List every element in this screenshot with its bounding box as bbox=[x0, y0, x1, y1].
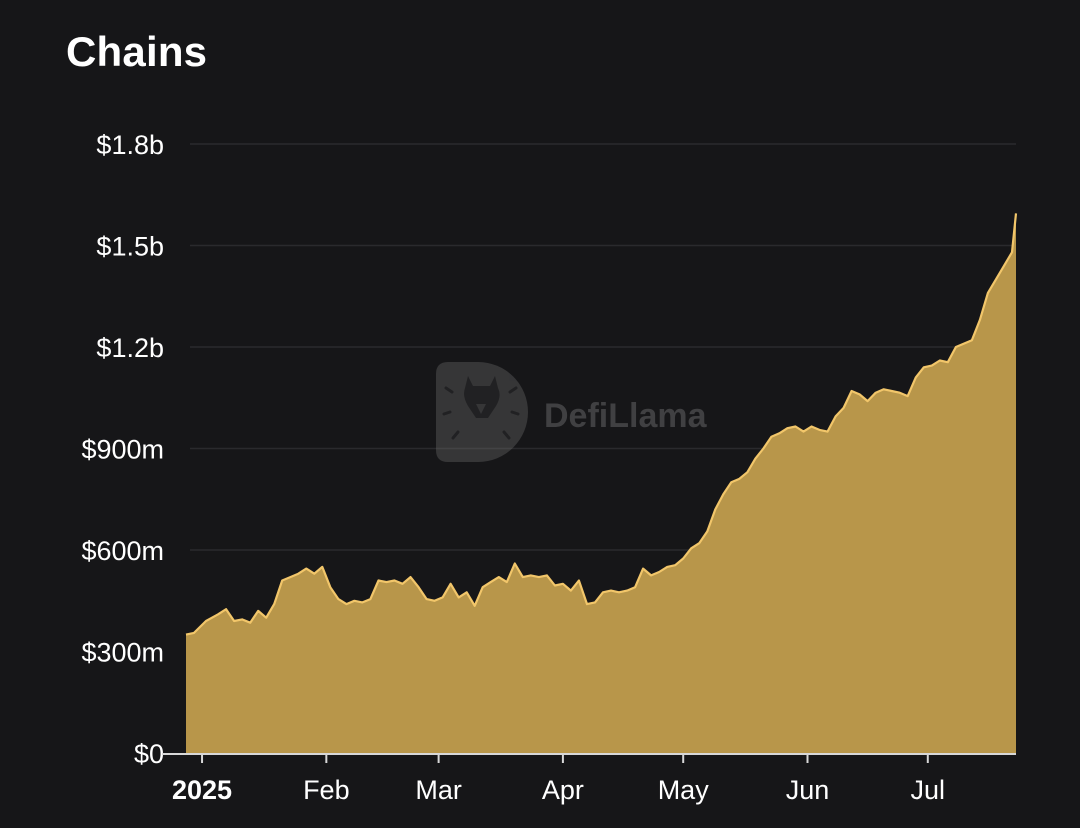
defillama-watermark: DefiLlama bbox=[436, 362, 708, 462]
x-tick-label-1: Feb bbox=[303, 775, 350, 805]
y-axis: $0 $300m $600m $900m $1.2b $1.5b $1.8b bbox=[81, 130, 164, 769]
x-tick-label-6: Jul bbox=[911, 775, 946, 805]
x-tick-label-4: May bbox=[658, 775, 710, 805]
y-tick-label-3: $900m bbox=[81, 435, 164, 465]
chart-title: Chains bbox=[66, 28, 208, 75]
x-axis: 2025 Feb Mar Apr May Jun Jul bbox=[162, 753, 1016, 805]
y-tick-label-6: $1.8b bbox=[96, 130, 164, 160]
x-tick-label-2: Mar bbox=[415, 775, 462, 805]
series-line bbox=[185, 213, 1018, 636]
series-area bbox=[185, 213, 1018, 753]
y-tick-label-0: $0 bbox=[134, 739, 164, 769]
y-tick-label-2: $600m bbox=[81, 536, 164, 566]
y-tick-label-1: $300m bbox=[81, 638, 164, 668]
series-area-fill bbox=[186, 213, 1016, 753]
watermark-text: DefiLlama bbox=[544, 397, 708, 435]
x-tick-label-3: Apr bbox=[542, 775, 584, 805]
y-tick-label-4: $1.2b bbox=[96, 333, 164, 363]
x-tick-label-5: Jun bbox=[786, 775, 830, 805]
llama-logo-icon bbox=[436, 362, 528, 462]
x-tick-label-0: 2025 bbox=[172, 775, 232, 805]
y-tick-label-5: $1.5b bbox=[96, 232, 164, 262]
